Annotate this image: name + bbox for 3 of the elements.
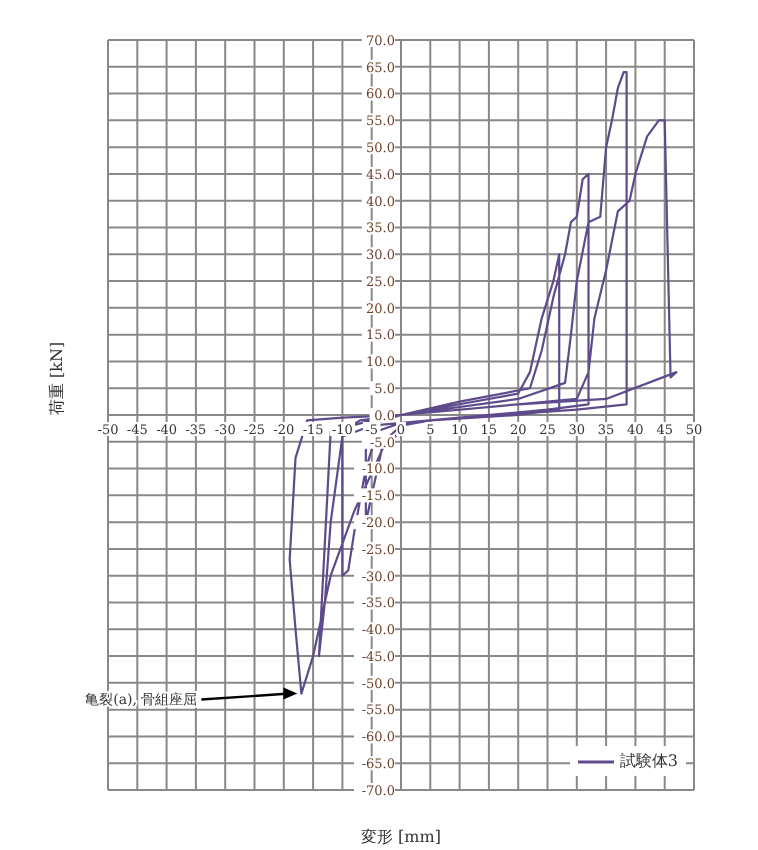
x-axis-title: 変形 [mm] — [361, 828, 441, 846]
legend-label: 試験体3 — [619, 750, 678, 772]
y-axis-title: 荷重 [kN] — [47, 341, 66, 415]
